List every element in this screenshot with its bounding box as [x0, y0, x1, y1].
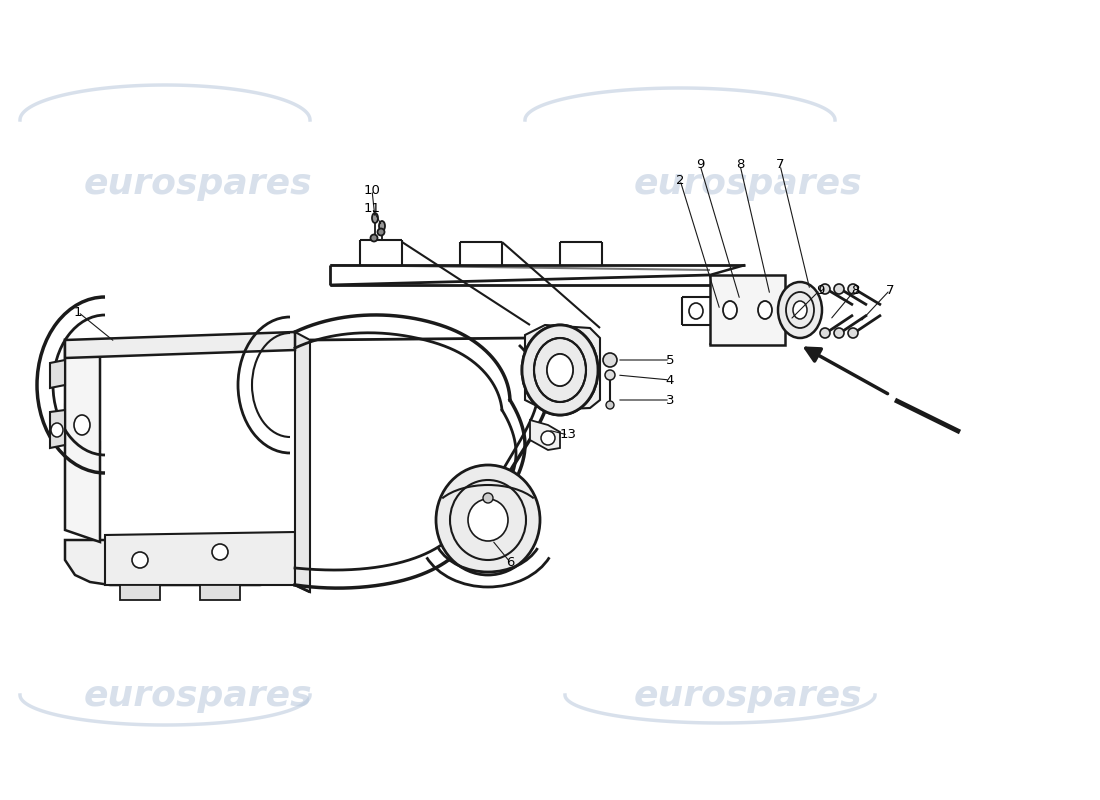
- Ellipse shape: [689, 303, 703, 319]
- Ellipse shape: [522, 325, 598, 415]
- Polygon shape: [65, 540, 300, 585]
- Text: 11: 11: [363, 202, 381, 214]
- Polygon shape: [120, 585, 160, 600]
- Ellipse shape: [848, 284, 858, 294]
- Ellipse shape: [820, 284, 830, 294]
- Ellipse shape: [606, 401, 614, 409]
- Text: eurospares: eurospares: [84, 167, 312, 201]
- Text: 5: 5: [666, 354, 674, 366]
- Ellipse shape: [379, 221, 385, 231]
- Ellipse shape: [603, 353, 617, 367]
- Ellipse shape: [547, 354, 573, 386]
- Ellipse shape: [483, 493, 493, 503]
- Ellipse shape: [436, 465, 540, 575]
- Ellipse shape: [758, 301, 772, 319]
- Ellipse shape: [132, 552, 148, 568]
- Polygon shape: [50, 360, 65, 388]
- Text: eurospares: eurospares: [84, 679, 312, 713]
- Ellipse shape: [547, 354, 573, 386]
- Text: 13: 13: [560, 429, 576, 442]
- Text: 10: 10: [364, 183, 381, 197]
- Ellipse shape: [605, 370, 615, 380]
- Ellipse shape: [74, 415, 90, 435]
- Ellipse shape: [371, 234, 377, 242]
- Text: 1: 1: [74, 306, 82, 318]
- Text: 8: 8: [850, 283, 859, 297]
- Text: 9: 9: [696, 158, 704, 171]
- Text: 8: 8: [736, 158, 745, 171]
- Text: 7: 7: [776, 158, 784, 171]
- Polygon shape: [50, 410, 65, 448]
- Polygon shape: [65, 332, 295, 358]
- Ellipse shape: [212, 544, 228, 560]
- Polygon shape: [525, 325, 600, 410]
- Ellipse shape: [834, 284, 844, 294]
- Text: 3: 3: [666, 394, 674, 406]
- Ellipse shape: [820, 328, 830, 338]
- Polygon shape: [530, 420, 560, 450]
- Ellipse shape: [468, 499, 508, 541]
- Ellipse shape: [522, 325, 598, 415]
- Text: 7: 7: [886, 283, 894, 297]
- Text: 9: 9: [816, 283, 824, 297]
- Ellipse shape: [541, 431, 556, 445]
- Text: 2: 2: [675, 174, 684, 186]
- Polygon shape: [65, 405, 100, 448]
- Ellipse shape: [723, 301, 737, 319]
- Ellipse shape: [377, 229, 385, 235]
- Ellipse shape: [793, 301, 807, 319]
- Polygon shape: [65, 340, 100, 542]
- Ellipse shape: [778, 282, 822, 338]
- Polygon shape: [200, 585, 240, 600]
- Text: eurospares: eurospares: [634, 679, 862, 713]
- Polygon shape: [710, 275, 785, 345]
- Text: eurospares: eurospares: [634, 167, 862, 201]
- Ellipse shape: [372, 213, 378, 223]
- Text: 4: 4: [666, 374, 674, 386]
- Ellipse shape: [834, 328, 844, 338]
- Ellipse shape: [848, 328, 858, 338]
- Text: 6: 6: [506, 555, 514, 569]
- Polygon shape: [104, 532, 295, 585]
- Ellipse shape: [51, 423, 63, 437]
- Polygon shape: [295, 332, 310, 592]
